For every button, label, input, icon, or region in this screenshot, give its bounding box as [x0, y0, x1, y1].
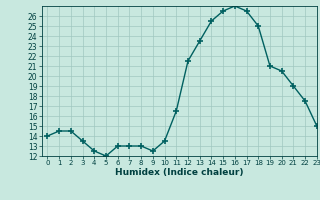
X-axis label: Humidex (Indice chaleur): Humidex (Indice chaleur) — [115, 168, 244, 177]
